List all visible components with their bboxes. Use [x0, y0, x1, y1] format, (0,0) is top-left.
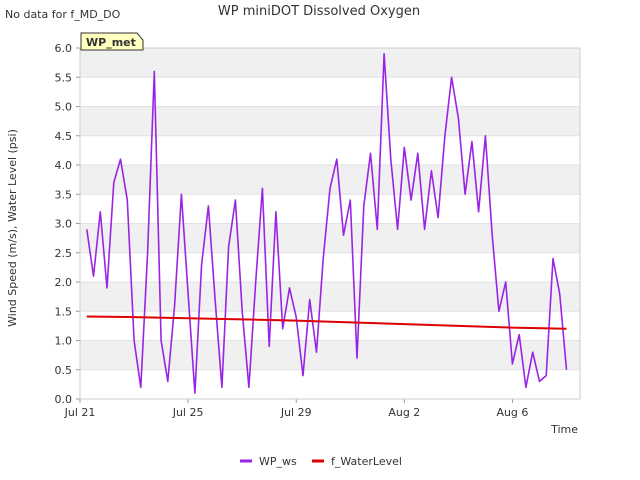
y-tick-label: 0.5: [55, 364, 73, 377]
chart-title: WP miniDOT Dissolved Oxygen: [218, 4, 420, 19]
wp-met-badge[interactable]: WP_met: [80, 32, 144, 51]
x-tick-label: Jul 21: [64, 406, 96, 419]
x-tick-label: Aug 2: [388, 406, 420, 419]
y-tick-label: 2.5: [55, 247, 73, 260]
y-tick-label: 3.0: [55, 218, 73, 231]
series-line-water-level: [86, 315, 567, 330]
badge-shape: [80, 32, 144, 51]
y-tick-label: 6.0: [55, 42, 73, 55]
series-layer: [86, 53, 568, 394]
series-line-wp-ws: [86, 53, 568, 394]
y-tick-label: 4.0: [55, 159, 73, 172]
y-axis-ticks: 0.0 0.5 1.0 1.5 2.0 2.5 3.0 3.5 4.0 4.5 5.0 5.5 6.0: [55, 42, 80, 406]
y-tick-label: 4.5: [55, 130, 73, 143]
x-tick-label: Jul 25: [172, 406, 204, 419]
badge-label: WP_met: [86, 36, 136, 49]
plot-frame: [79, 47, 581, 400]
x-axis-label: Time: [550, 423, 578, 436]
legend-label-wp-ws: WP_ws: [259, 455, 297, 468]
y-axis-label: Wind Speed (m/s), Water Level (psi): [6, 129, 19, 327]
grid-band: [80, 340, 580, 370]
y-tick-label: 1.5: [55, 305, 73, 318]
y-tick-label: 5.5: [55, 71, 73, 84]
y-tick-label: 0.0: [55, 393, 73, 406]
x-axis-ticks: Jul 21 Jul 25 Jul 29 Aug 2 Aug 6: [64, 399, 528, 419]
legend-label-water-level: f_WaterLevel: [331, 455, 402, 468]
no-data-notice: No data for f_MD_DO: [5, 8, 121, 21]
y-tick-label: 5.0: [55, 101, 73, 114]
x-tick-label: Jul 29: [280, 406, 312, 419]
legend-item-wp-ws[interactable]: WP_ws: [240, 455, 297, 468]
legend: WP_ws f_WaterLevel: [240, 455, 402, 468]
y-tick-label: 3.5: [55, 188, 73, 201]
grid-band: [80, 48, 580, 78]
grid-band: [80, 223, 580, 253]
legend-item-water-level[interactable]: f_WaterLevel: [312, 455, 402, 468]
grid-band: [80, 106, 580, 136]
y-tick-label: 1.0: [55, 335, 73, 348]
y-tick-label: 2.0: [55, 276, 73, 289]
x-tick-label: Aug 6: [496, 406, 528, 419]
